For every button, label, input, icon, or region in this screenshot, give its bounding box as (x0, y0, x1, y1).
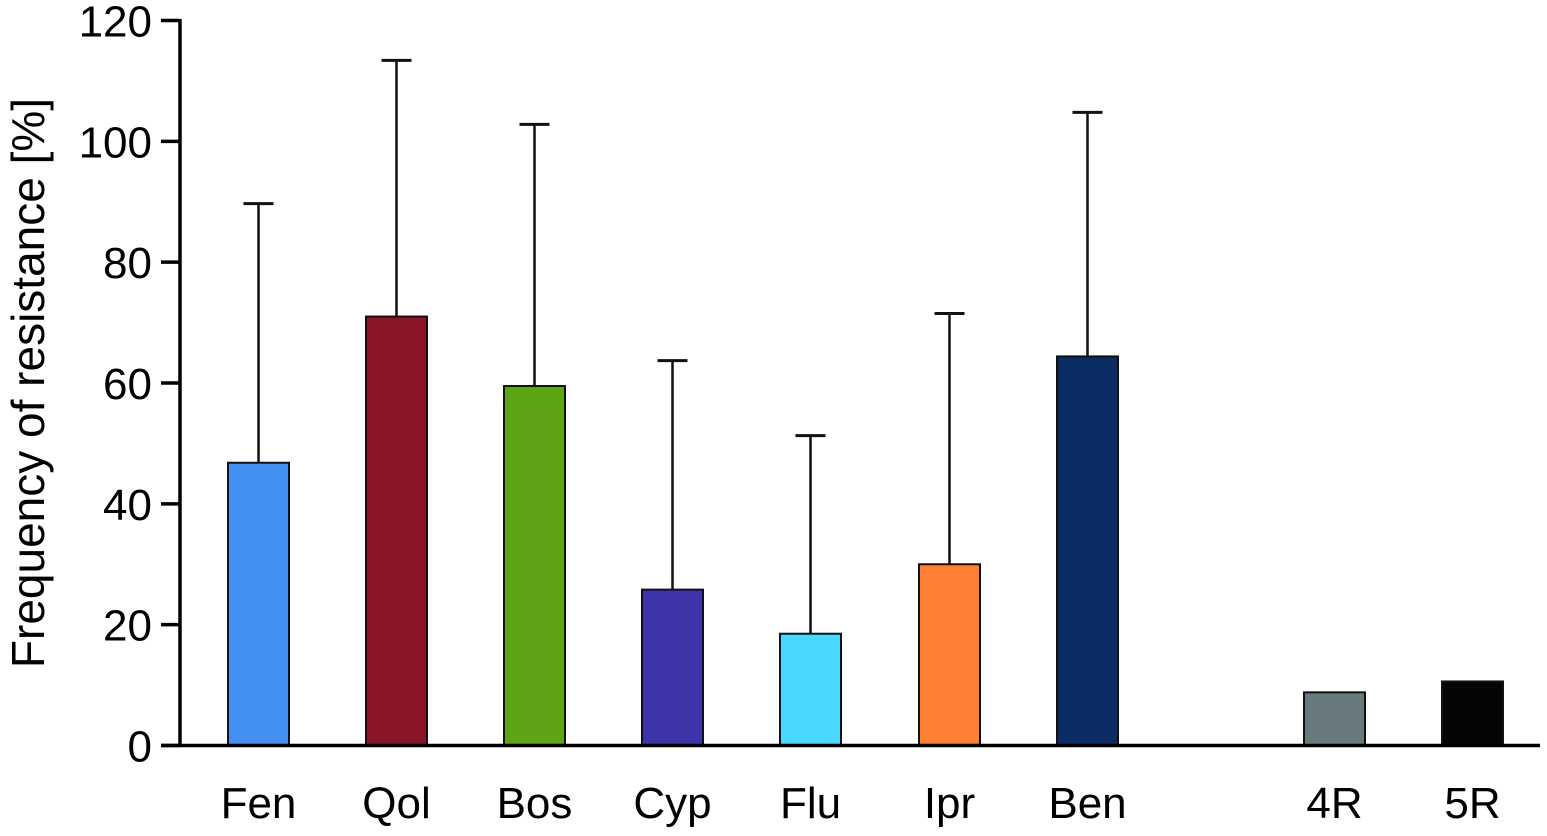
y-tick-label: 120 (79, 0, 152, 47)
y-tick-label: 80 (103, 239, 152, 288)
x-label-ben: Ben (1048, 779, 1126, 828)
bar-qol (365, 315, 428, 747)
x-label-qol: Qol (362, 779, 430, 828)
x-axis-labels: Fen Qol Bos Cyp Flu Ipr Ben 4R 5R (221, 779, 1501, 828)
x-label-ipr: Ipr (924, 779, 975, 828)
bar-cyp (641, 588, 704, 747)
x-label-flu: Flu (780, 779, 841, 828)
error-bars (243, 58, 1103, 634)
bar-bos (503, 385, 566, 747)
bar-ipr (918, 563, 981, 747)
x-label-bos: Bos (497, 779, 573, 828)
y-tick-label: 20 (103, 602, 152, 651)
bars (227, 315, 1504, 747)
y-tick-label: 0 (128, 723, 152, 772)
x-label-5r: 5R (1444, 779, 1500, 828)
y-tick-label: 100 (79, 118, 152, 167)
y-tick-label: 40 (103, 481, 152, 530)
y-tick-label: 60 (103, 360, 152, 409)
y-axis-title: Frequency of resistance [%] (2, 98, 54, 668)
bar-flu (779, 632, 842, 747)
bar-4r (1303, 691, 1366, 747)
x-label-fen: Fen (221, 779, 297, 828)
x-label-cyp: Cyp (633, 779, 711, 828)
y-axis-ticks: 0 20 40 60 80 100 120 (79, 0, 180, 772)
x-label-4r: 4R (1306, 779, 1362, 828)
y-axis-title-text: Frequency of resistance [%] (2, 98, 54, 668)
bar-5r (1441, 680, 1504, 747)
bar-ben (1056, 355, 1119, 747)
bar-fen (227, 461, 290, 747)
